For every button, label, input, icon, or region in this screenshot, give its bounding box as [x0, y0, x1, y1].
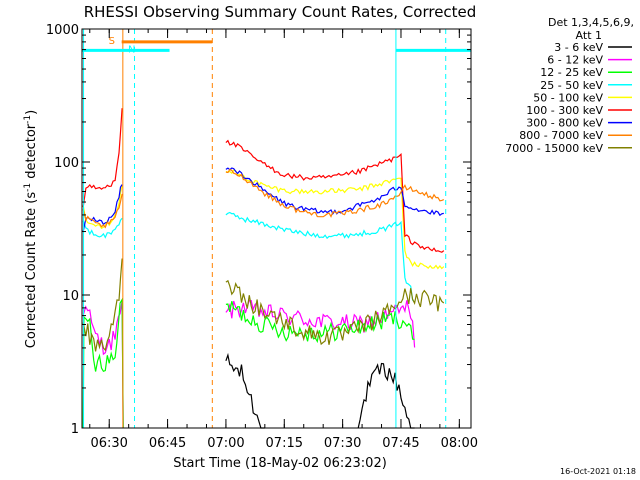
x-tick-label: 07:15	[266, 436, 303, 451]
flag-layer: SN	[82, 36, 471, 55]
x-tick-label: 06:45	[149, 436, 186, 451]
legend-header-2: Att 1	[576, 29, 602, 42]
series-line	[82, 258, 123, 352]
legend-label: 800 - 7000 keV	[519, 129, 603, 142]
y-axis-label: Corrected Count Rate (s-1 detector-1)	[23, 110, 39, 348]
legend-label: 100 - 300 keV	[526, 104, 603, 117]
series-layer	[82, 108, 445, 429]
series-line	[225, 352, 265, 429]
series-line	[82, 193, 123, 229]
y-axis-label-part2: detector	[24, 123, 39, 183]
y-tick-label: 1000	[46, 23, 79, 38]
series-line	[82, 184, 123, 232]
series-line	[82, 217, 123, 239]
legend-label: 25 - 50 keV	[540, 79, 603, 92]
x-tick-label: 07:30	[324, 436, 361, 451]
y-axis-label-sup2: -1	[23, 115, 33, 124]
flag-label: S	[109, 36, 115, 47]
y-tick-label: 10	[62, 289, 79, 304]
x-axis: 06:30 06:45 07:00 07:15 07:30 07:45 08:00	[89, 29, 478, 451]
legend-label: 7000 - 15000 keV	[505, 142, 603, 155]
series-line	[225, 169, 445, 270]
y-axis-label-sup1: -1	[23, 183, 33, 192]
legend-label: 300 - 800 keV	[526, 117, 603, 130]
series-line	[225, 279, 445, 346]
legend-label: 50 - 100 keV	[533, 91, 603, 104]
y-axis-label-part3: )	[24, 110, 39, 115]
series-line	[357, 362, 415, 429]
y-axis: 1 10 100 1000	[46, 23, 471, 437]
x-tick-label: 08:00	[441, 436, 478, 451]
series-line	[225, 168, 445, 218]
x-tick-label: 06:30	[90, 436, 127, 451]
legend-header-1: Det 1,3,4,5,6,9,	[548, 16, 634, 29]
x-axis-label: Start Time (18-May-02 06:23:02)	[173, 456, 387, 471]
series-line	[225, 301, 415, 344]
x-tick-label: 07:45	[382, 436, 419, 451]
marker-layer	[83, 29, 447, 428]
series-line	[225, 211, 416, 303]
series-line	[225, 139, 445, 253]
y-tick-label: 1	[71, 422, 79, 437]
legend-label: 12 - 25 keV	[540, 66, 603, 79]
series-line	[82, 297, 124, 429]
chart-title: RHESSI Observing Summary Count Rates, Co…	[84, 3, 477, 21]
y-tick-label: 100	[54, 156, 79, 171]
y-axis-label-part1: Corrected Count Rate (s	[24, 192, 39, 349]
x-tick-label: 07:00	[207, 436, 244, 451]
flag-label: N	[128, 44, 135, 55]
series-line	[225, 167, 444, 217]
legend-label: 6 - 12 keV	[547, 54, 603, 67]
series-line	[82, 108, 123, 207]
plot-area: SN	[81, 28, 472, 429]
plot-frame	[81, 28, 472, 429]
footer-timestamp: 16-Oct-2021 01:18	[560, 467, 636, 476]
series-line	[83, 300, 124, 429]
legend-label: 3 - 6 keV	[554, 41, 603, 54]
